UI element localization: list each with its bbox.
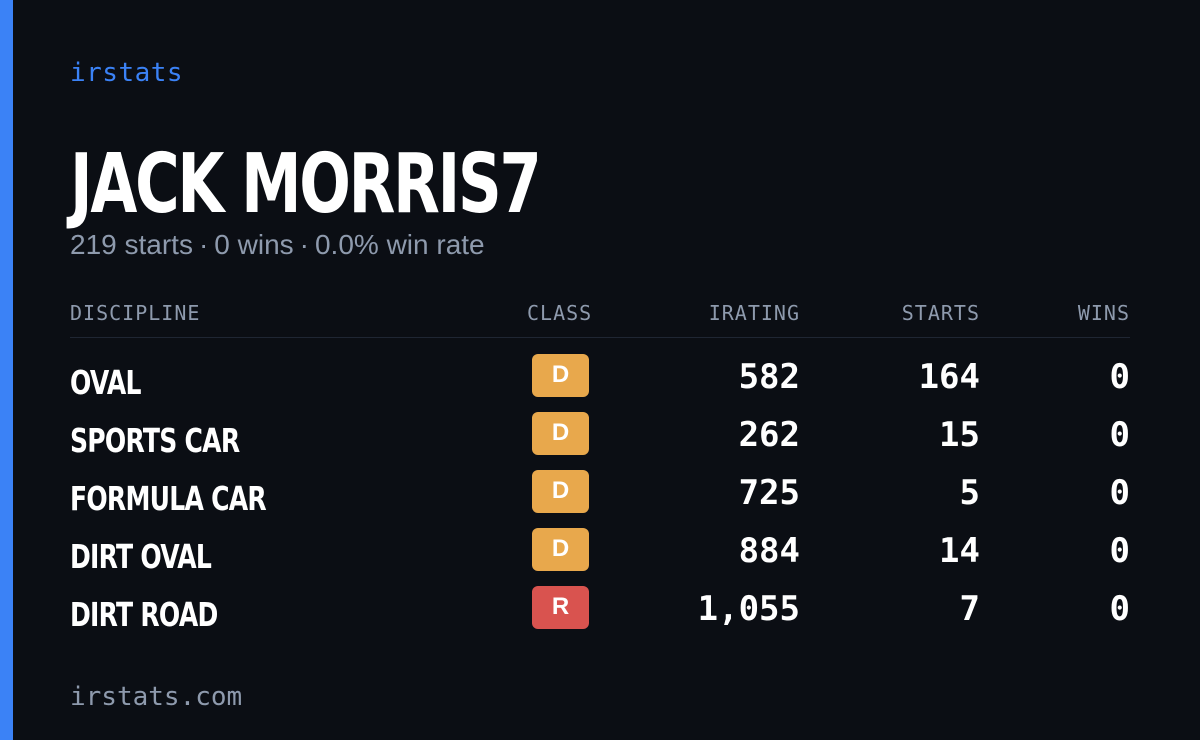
starts-value: 164	[918, 357, 980, 397]
class-badge: D	[532, 528, 589, 571]
class-badge: D	[532, 354, 589, 397]
column-header-discipline: DISCIPLINE	[70, 301, 201, 325]
irating-value: 725	[738, 473, 800, 513]
summary-separator: ·	[198, 229, 209, 260]
starts-value: 14	[939, 531, 980, 571]
irating-value: 884	[738, 531, 800, 571]
irating-value: 1,055	[697, 589, 800, 629]
column-header-starts: STARTS	[901, 301, 980, 325]
wins-value: 0	[1109, 357, 1130, 397]
discipline-name: FORMULA CAR	[70, 479, 267, 518]
table-row: SPORTS CAR D 262 15 0	[0, 412, 1200, 470]
wins-value: 0	[1109, 531, 1130, 571]
column-header-irating: IRATING	[708, 301, 800, 325]
brand-logo-text: irstats	[70, 58, 184, 88]
table-row: FORMULA CAR D 725 5 0	[0, 470, 1200, 528]
discipline-name: OVAL	[70, 363, 141, 402]
column-header-wins: WINS	[1077, 301, 1130, 325]
table-row: OVAL D 582 164 0	[0, 354, 1200, 412]
discipline-name: DIRT OVAL	[70, 537, 212, 576]
starts-value: 7	[959, 589, 980, 629]
discipline-name: SPORTS CAR	[70, 421, 240, 460]
starts-value: 15	[939, 415, 980, 455]
column-header-class: CLASS	[527, 301, 593, 325]
driver-name: JACK MORRIS7	[70, 137, 542, 232]
footer-url: irstats.com	[70, 682, 243, 712]
accent-bar	[0, 0, 13, 740]
wins-value: 0	[1109, 589, 1130, 629]
class-badge: D	[532, 412, 589, 455]
summary-starts: 219 starts	[70, 229, 193, 260]
irating-value: 582	[738, 357, 800, 397]
summary-wins: 0 wins	[214, 229, 294, 260]
summary-win-rate: 0.0% win rate	[314, 229, 485, 260]
discipline-name: DIRT ROAD	[70, 595, 218, 634]
career-summary: 219 starts · 0 wins · 0.0% win rate	[70, 229, 485, 261]
wins-value: 0	[1109, 415, 1130, 455]
summary-separator: ·	[299, 229, 309, 260]
class-badge: D	[532, 470, 589, 513]
header-divider	[70, 337, 1130, 338]
irating-value: 262	[738, 415, 800, 455]
table-row: DIRT ROAD R 1,055 7 0	[0, 586, 1200, 644]
starts-value: 5	[959, 473, 980, 513]
wins-value: 0	[1109, 473, 1130, 513]
class-badge: R	[532, 586, 589, 629]
table-row: DIRT OVAL D 884 14 0	[0, 528, 1200, 586]
